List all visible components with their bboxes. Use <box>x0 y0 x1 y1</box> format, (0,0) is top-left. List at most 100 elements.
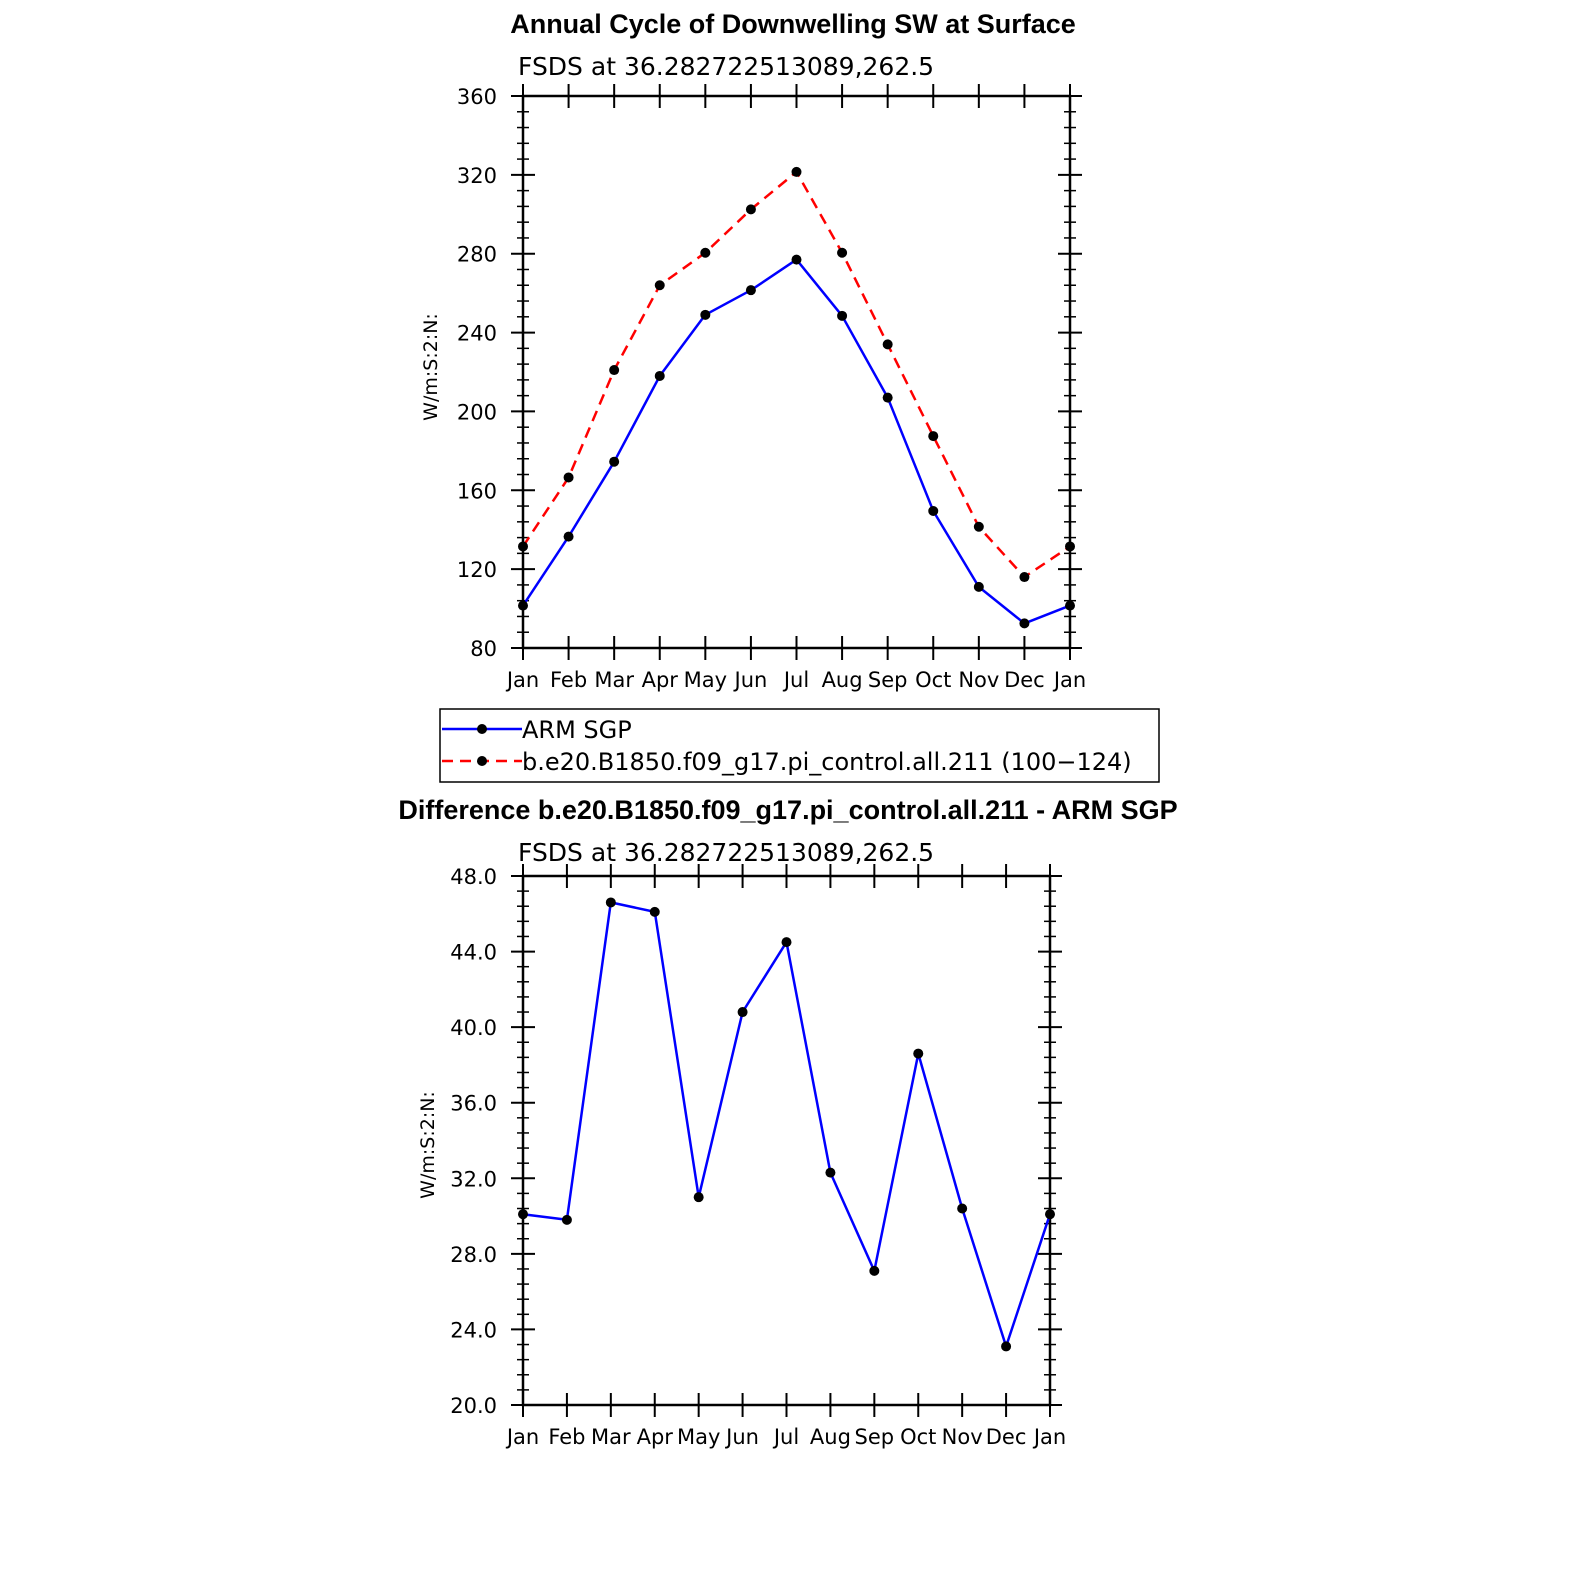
chart-2-series-1-point <box>1001 1341 1012 1352</box>
chart-2-x-tick-label: Oct <box>900 1425 936 1449</box>
chart-2-series-1-point <box>957 1203 968 1214</box>
chart-1-series-1-point <box>609 456 620 467</box>
legend-marker-model <box>477 756 487 766</box>
chart-1-series-2-point <box>928 431 939 442</box>
chart-1-series-2-point <box>609 365 620 376</box>
chart-1-series-1-point <box>973 581 984 592</box>
legend-label-arm-sgp: ARM SGP <box>522 716 632 744</box>
chart-1-series-2-point <box>973 521 984 532</box>
chart-1-series-2-point <box>882 339 893 350</box>
chart-1-y-tick-label: 200 <box>457 400 497 424</box>
chart-2-x-tick-label: Jul <box>772 1425 799 1449</box>
chart-2-y-tick-label: 40.0 <box>450 1016 497 1040</box>
chart-2-series-1-point <box>1045 1209 1055 1220</box>
chart-1-frame <box>521 94 1072 650</box>
chart-2-subtitle: FSDS at 36.282722513089,262.5 <box>518 838 934 867</box>
chart-1-x-tick-label: Jan <box>505 668 539 692</box>
chart-1-series-1-point <box>791 254 802 265</box>
chart-2-y-axis-label: W/m:S:2:N: <box>417 1091 439 1199</box>
legend-marker-arm-sgp <box>477 724 487 734</box>
chart-1-x-tick-label: Sep <box>868 668 908 692</box>
chart-2-x-tick-label: Dec <box>986 1425 1027 1449</box>
chart-1-series-1-point <box>700 309 711 320</box>
chart-1-x-tick-label: Dec <box>1004 668 1045 692</box>
chart-2-series-1-point <box>781 937 792 948</box>
chart-1-series-2-point <box>654 280 665 291</box>
chart-1-y-axis-label: W/m:S:2:N: <box>420 313 442 421</box>
chart-2-x-tick-label: Mar <box>591 1425 631 1449</box>
chart-2-y-tick-label: 20.0 <box>450 1394 497 1418</box>
chart-1-subtitle: FSDS at 36.282722513089,262.5 <box>518 52 934 81</box>
chart-1-y-tick-label: 320 <box>457 164 497 188</box>
chart-1-x-tick-label: Apr <box>642 668 679 692</box>
chart-1-y-tick-label: 80 <box>470 637 497 661</box>
chart-1-series-2-point <box>1019 572 1030 583</box>
chart-1-series-1-point <box>837 310 848 321</box>
chart-1-y-tick-label: 160 <box>457 479 497 503</box>
chart-1-series-2-line <box>521 170 1071 579</box>
chart-2-series-1-point <box>693 1192 704 1203</box>
chart-2-series-1-point <box>605 897 616 908</box>
chart-2-series-1-point <box>649 906 660 917</box>
chart-2-x-tick-label: Aug <box>810 1425 851 1449</box>
chart-1-y-tick-label: 280 <box>457 243 497 267</box>
chart-2-x-tick-label: Jan <box>1032 1425 1066 1449</box>
chart-1-x-tick-label: Feb <box>550 668 587 692</box>
chart-1-x-tick-label: Jan <box>1052 668 1086 692</box>
chart-1-y-tick-label: 360 <box>457 85 497 109</box>
chart-1-series-1-point <box>1019 618 1030 629</box>
chart-1-series-2-point <box>518 541 528 552</box>
chart-1-series-2-point <box>791 166 802 177</box>
chart-1-x-tick-label: May <box>684 668 727 692</box>
chart-2-y-tick-label: 36.0 <box>450 1092 497 1116</box>
chart-1-y-tick-label: 240 <box>457 322 497 346</box>
chart-1-y-tick-label: 120 <box>457 558 497 582</box>
chart-annual-cycle: Annual Cycle of Downwelling SW at Surfac… <box>420 9 1086 692</box>
chart-2-x-tick-label: Jun <box>724 1425 759 1449</box>
chart-1-x-tick-label: Jun <box>733 668 768 692</box>
chart-1-series-1-point <box>745 285 756 296</box>
chart-1-series-2-point <box>700 247 711 258</box>
chart-1-series-1-point <box>654 370 665 381</box>
chart-1-series-2-point <box>745 204 756 215</box>
chart-1-series-1-point <box>1065 600 1075 611</box>
chart-1-x-tick-label: Aug <box>822 668 863 692</box>
chart-1-series-1-point <box>882 392 893 403</box>
chart-2-series-1-point <box>737 1007 748 1018</box>
chart-2-series-1-line <box>522 901 1052 1348</box>
chart-2-x-tick-label: Sep <box>855 1425 895 1449</box>
chart-1-series-2-point <box>1065 541 1075 552</box>
chart-2-y-tick-label: 32.0 <box>450 1167 497 1191</box>
chart-2-x-tick-label: Jan <box>505 1425 539 1449</box>
chart-2-x-tick-label: Apr <box>637 1425 674 1449</box>
chart-2-series-1-point <box>913 1048 924 1059</box>
chart-2-series-1-point <box>869 1265 880 1276</box>
chart-1-series-2-point <box>563 472 574 483</box>
chart-2-y-tick-label: 44.0 <box>450 941 497 965</box>
legend-box <box>439 708 1160 783</box>
chart-2-series-1-point <box>561 1214 572 1225</box>
chart-1-x-tick-label: Nov <box>958 668 999 692</box>
chart-2-y-tick-label: 28.0 <box>450 1243 497 1267</box>
chart-1-x-tick-label: Oct <box>915 668 951 692</box>
chart-2-series-1-point <box>825 1167 836 1178</box>
chart-1-x-tick-label: Jul <box>782 668 809 692</box>
chart-1-series-1-point <box>518 600 528 611</box>
chart-1-series-2-point <box>837 247 848 258</box>
chart-2-frame <box>521 874 1052 1407</box>
chart-2-series-1-point <box>518 1209 528 1220</box>
chart-1-title: Annual Cycle of Downwelling SW at Surfac… <box>510 9 1076 39</box>
chart-2-title: Difference b.e20.B1850.f09_g17.pi_contro… <box>398 795 1177 825</box>
chart-2-x-tick-label: Nov <box>942 1425 983 1449</box>
chart-2-y-tick-label: 48.0 <box>450 865 497 889</box>
legend-item-arm-sgp: ARM SGP <box>442 716 632 744</box>
legend: ARM SGP b.e20.B1850.f09_g17.pi_control.a… <box>439 708 1160 783</box>
chart-1-series-1-point <box>928 505 939 516</box>
legend-item-model: b.e20.B1850.f09_g17.pi_control.all.211 (… <box>442 748 1132 776</box>
chart-difference: Difference b.e20.B1850.f09_g17.pi_contro… <box>398 795 1177 1449</box>
legend-label-model: b.e20.B1850.f09_g17.pi_control.all.211 (… <box>522 748 1132 776</box>
chart-2-x-tick-label: May <box>677 1425 720 1449</box>
